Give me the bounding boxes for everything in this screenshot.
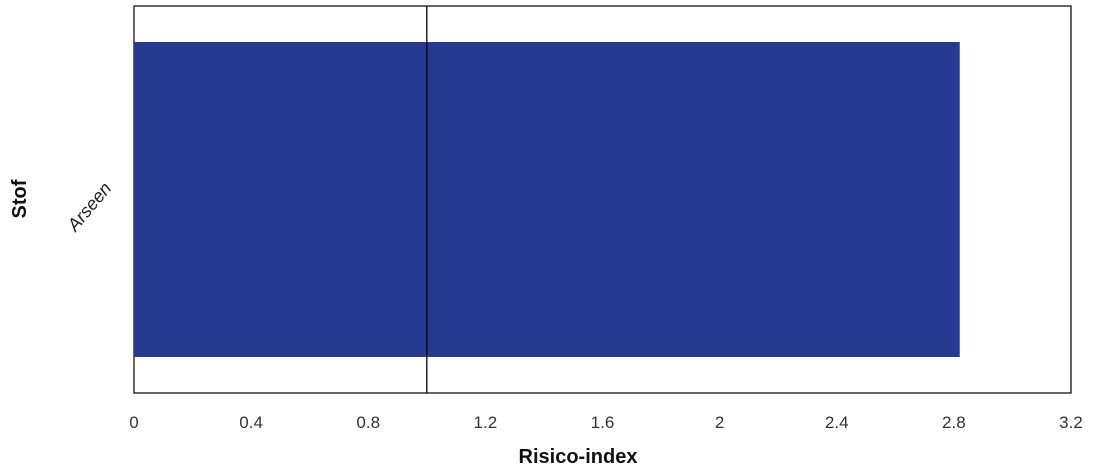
x-tick-label: 2: [715, 413, 724, 432]
x-tick-label: 2.4: [825, 413, 849, 432]
x-tick-label: 3.2: [1059, 413, 1083, 432]
x-tick-label: 0.4: [239, 413, 263, 432]
y-category-label: Arseen: [63, 178, 116, 235]
x-axis-title: Risico-index: [519, 446, 638, 468]
bar-arseen: [134, 42, 960, 357]
x-tick-label: 0: [129, 413, 138, 432]
x-tick-label: 1.2: [474, 413, 498, 432]
x-tick-label: 0.8: [356, 413, 380, 432]
y-axis-title: Stof: [9, 179, 31, 218]
x-tick-label: 2.8: [942, 413, 966, 432]
x-tick-label: 1.6: [591, 413, 615, 432]
